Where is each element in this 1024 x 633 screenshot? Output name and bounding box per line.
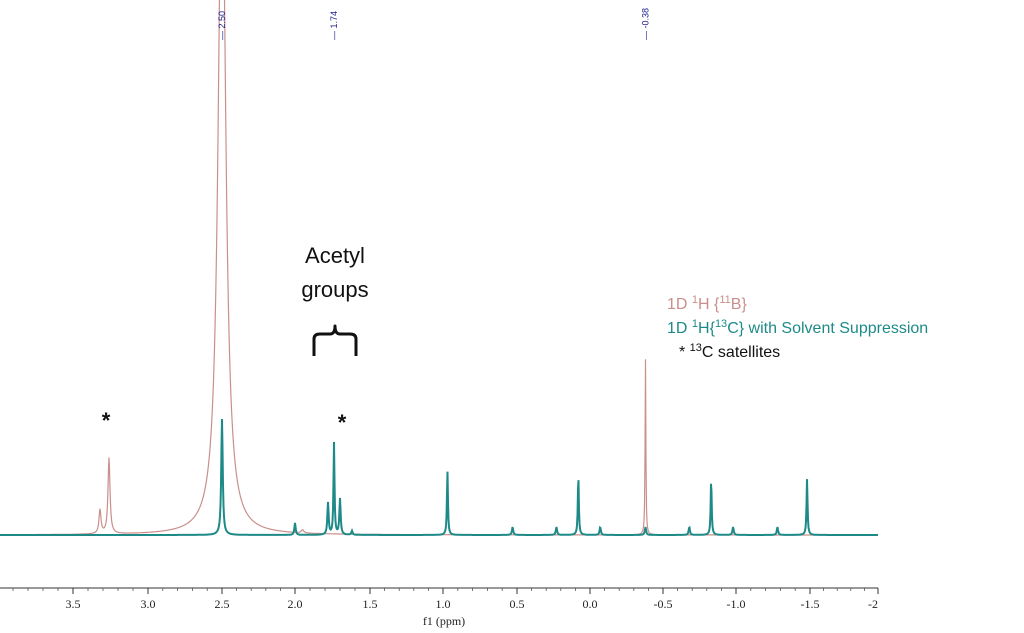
x-tick-label: 0.5 [510,597,525,611]
peak-label: — 2.50 [217,11,227,40]
x-axis-title: f1 (ppm) [423,614,465,628]
peak-label: — 1.74 [329,11,339,40]
acetyl-brace [312,324,358,356]
x-tick-label: -2 [868,597,878,611]
x-tick-label: -1.5 [801,597,820,611]
x-tick-label: 2.5 [215,597,230,611]
satellite-star-left: * [102,408,111,433]
x-tick-label: 1.5 [363,597,378,611]
acetyl-label-line2: groups [301,277,368,302]
legend-entry-satellites: * 13C satellites [679,342,780,361]
peak-label: — -0.38 [640,8,650,40]
x-tick-label: 0.0 [583,597,598,611]
satellite-star-right: * [338,410,347,435]
x-tick-label: 2.0 [288,597,303,611]
spectra-layer [0,0,878,536]
legend: 1D 1H {11B} 1D 1H{13C} with Solvent Supp… [667,294,928,361]
x-tick-label: -1.0 [727,597,746,611]
x-tick-label: 3.0 [141,597,156,611]
spectrum-series-2 [0,418,878,536]
spectrum-series-1 [0,0,878,536]
legend-entry-11b: 1D 1H {11B} [667,294,747,313]
x-tick-label: -0.5 [654,597,673,611]
acetyl-label-line1: Acetyl [305,243,365,268]
legend-entry-13c: 1D 1H{13C} with Solvent Suppression [667,318,928,337]
x-tick-label: 1.0 [436,597,451,611]
x-tick-label: 3.5 [66,597,81,611]
x-axis: 3.5 3.0 2.5 2.0 1.5 1.0 0.5 0.0 -0.5 -1.0 -1.5 -2 [0,587,879,611]
peak-labels: — 2.50 — 1.74 — -0.38 [217,8,650,40]
